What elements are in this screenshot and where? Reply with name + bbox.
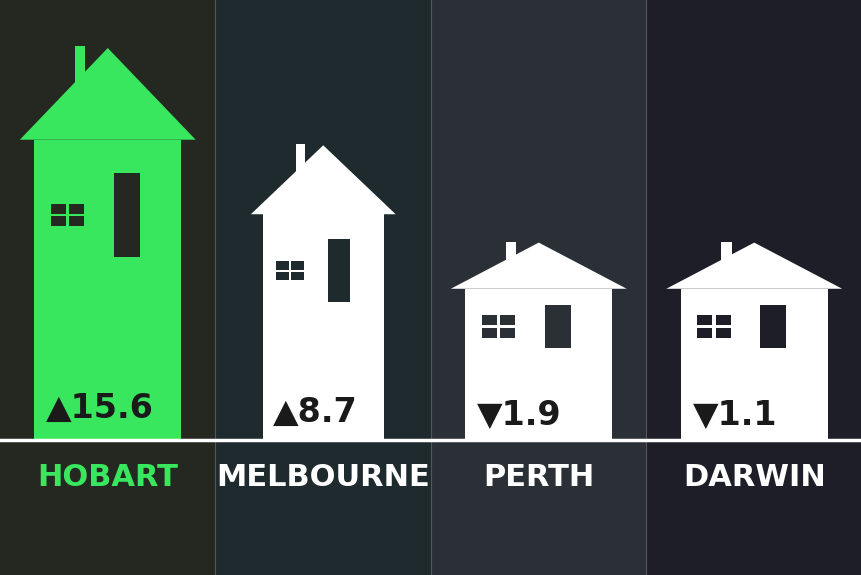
Bar — [51, 216, 65, 226]
Bar — [114, 172, 139, 257]
Bar — [499, 328, 515, 338]
Bar — [0, 0, 215, 575]
Bar — [291, 262, 303, 270]
Text: HOBART: HOBART — [37, 463, 178, 492]
Bar — [697, 316, 711, 325]
Polygon shape — [20, 48, 195, 140]
Bar — [69, 216, 84, 226]
Bar — [263, 214, 383, 440]
Bar — [759, 305, 785, 348]
Bar — [34, 140, 181, 440]
Bar — [328, 239, 350, 302]
Bar — [715, 328, 730, 338]
Bar — [276, 271, 288, 280]
Bar — [215, 0, 430, 575]
Bar — [51, 204, 65, 214]
Bar — [481, 316, 496, 325]
Bar — [465, 289, 611, 440]
Bar — [505, 242, 516, 268]
Text: DARWIN: DARWIN — [682, 463, 825, 492]
Bar — [715, 316, 730, 325]
Bar — [69, 204, 84, 214]
Bar — [291, 271, 303, 280]
Text: ▼1.1: ▼1.1 — [692, 399, 777, 432]
Bar — [276, 262, 288, 270]
Polygon shape — [251, 145, 395, 214]
Polygon shape — [666, 243, 841, 289]
Bar — [296, 144, 304, 183]
Polygon shape — [450, 243, 626, 289]
Bar — [544, 305, 570, 348]
Bar — [697, 328, 711, 338]
Text: ▲8.7: ▲8.7 — [272, 396, 357, 428]
Bar — [75, 46, 85, 98]
Text: PERTH: PERTH — [482, 463, 594, 492]
Text: MELBOURNE: MELBOURNE — [216, 463, 430, 492]
Bar — [646, 0, 861, 575]
Bar — [481, 328, 496, 338]
Bar — [430, 0, 646, 575]
Text: ▼1.9: ▼1.9 — [477, 399, 561, 432]
Bar — [680, 289, 827, 440]
Bar — [499, 316, 515, 325]
Text: ▲15.6: ▲15.6 — [46, 392, 154, 425]
Bar — [721, 242, 731, 268]
